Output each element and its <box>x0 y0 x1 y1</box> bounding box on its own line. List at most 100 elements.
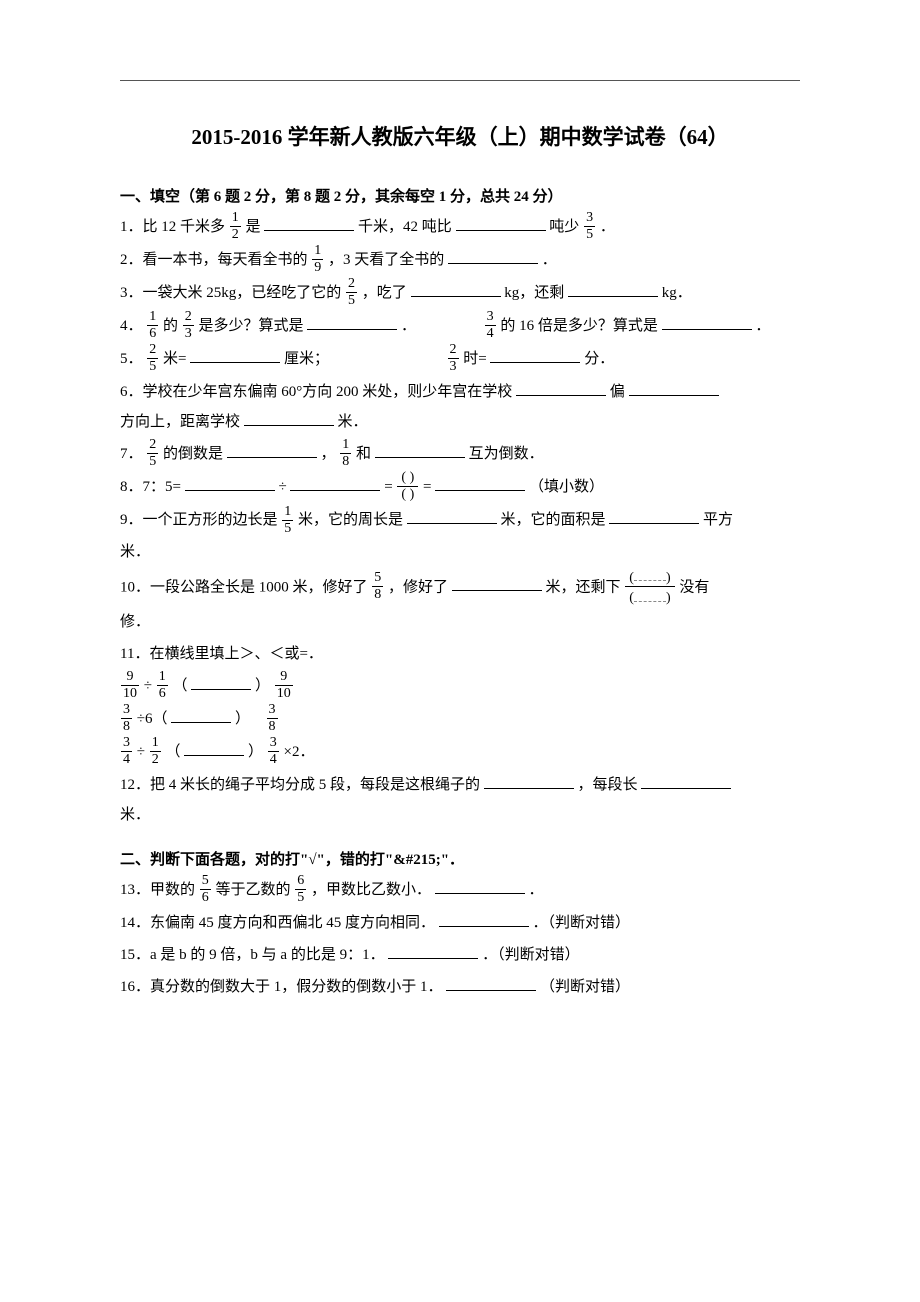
q9-t3: 米，它的面积是 <box>501 512 606 528</box>
frac-1-8: 18 <box>340 438 351 469</box>
frac-2-5: 25 <box>346 277 357 308</box>
blank[interactable] <box>435 879 525 894</box>
q16: 16．真分数的倒数大于 1，假分数的倒数小于 1． （判断对错） <box>120 972 800 1002</box>
blank[interactable] <box>516 381 606 396</box>
blank[interactable] <box>407 509 497 524</box>
q6: 6．学校在少年宫东偏南 60°方向 200 米处，则少年宫在学校 偏 方向上，距… <box>120 377 800 437</box>
blank[interactable] <box>641 774 731 789</box>
blank-dotted[interactable] <box>634 568 666 582</box>
blank[interactable] <box>227 443 317 458</box>
blank[interactable] <box>448 249 538 264</box>
q2-t2: ，3 天看了全书的 <box>328 252 444 268</box>
q5-t5: 分． <box>584 351 614 367</box>
section2-heading: 二、判断下面各题，对的打"√"，错的打"&#215;"． <box>120 848 800 869</box>
q1-t4: 吨少 <box>549 219 579 235</box>
frac-1-5: 15 <box>282 505 293 536</box>
q12: 12．把 4 米长的绳子平均分成 5 段，每段是这根绳子的 ，每段长 米． <box>120 770 800 830</box>
q14-t1: 14．东偏南 45 度方向和西偏北 45 度方向相同． <box>120 915 435 931</box>
q14: 14．东偏南 45 度方向和西偏北 45 度方向相同． ．（判断对错） <box>120 908 800 938</box>
blank[interactable] <box>456 216 546 231</box>
q11-r2b: ） <box>235 711 250 727</box>
frac-3-4: 34 <box>121 736 132 767</box>
frac-2-3: 23 <box>183 310 194 341</box>
q13-t3: ，甲数比乙数小． <box>311 882 431 898</box>
q8-t2: ÷ <box>278 479 286 495</box>
q12-t2: ，每段长 <box>578 777 638 793</box>
blank[interactable] <box>484 774 574 789</box>
q2: 2．看一本书，每天看全书的 19 ，3 天看了全书的 ． <box>120 245 800 276</box>
q8-t1: 8．7：5= <box>120 479 181 495</box>
q1-t3: 千米，42 吨比 <box>358 219 452 235</box>
blank[interactable] <box>452 576 542 591</box>
blank[interactable] <box>185 476 275 491</box>
frac-9-10: 910 <box>121 670 139 701</box>
q11-r1b: （ <box>172 678 187 694</box>
blank[interactable] <box>411 282 501 297</box>
q12-t1: 12．把 4 米长的绳子平均分成 5 段，每段是这根绳子的 <box>120 777 480 793</box>
blank[interactable] <box>662 315 752 330</box>
blank[interactable] <box>388 944 478 959</box>
blank[interactable] <box>244 411 334 426</box>
blank[interactable] <box>446 976 536 991</box>
q10-t5: 修． <box>120 614 150 630</box>
q4-t2: 的 <box>163 318 178 334</box>
q1-t2: 是 <box>246 219 261 235</box>
q1-t5: ． <box>600 219 615 235</box>
q8: 8．7：5= ÷ = ( )( ) = （填小数） <box>120 472 800 503</box>
q11-r3d: ×2． <box>284 744 315 760</box>
blank[interactable] <box>568 282 658 297</box>
q8-t5: （填小数） <box>529 479 604 495</box>
q16-t2: （判断对错） <box>540 979 630 995</box>
blank[interactable] <box>191 674 251 689</box>
q5-t3: 厘米； <box>284 351 329 367</box>
blank[interactable] <box>490 348 580 363</box>
page-title: 2015-2016 学年新人教版六年级（上）期中数学试卷（64） <box>120 121 800 151</box>
frac-2-5: 25 <box>147 343 158 374</box>
blank[interactable] <box>264 216 354 231</box>
frac-3-4: 34 <box>485 310 496 341</box>
q5-t2: 米= <box>163 351 186 367</box>
q11-r3a: ÷ <box>137 744 145 760</box>
frac-3-4: 34 <box>268 736 279 767</box>
q6-t4: 米． <box>338 414 368 430</box>
blank[interactable] <box>609 509 699 524</box>
blank[interactable] <box>375 443 465 458</box>
q11-head: 11．在横线里填上＞、＜或=． <box>120 639 800 669</box>
q4-t6: ． <box>755 318 770 334</box>
q11-row3: 34 ÷ 12 （ ） 34 ×2． <box>120 737 800 768</box>
frac-1-9: 19 <box>312 244 323 275</box>
q3: 3．一袋大米 25kg，已经吃了它的 25 ，吃了 kg，还剩 kg． <box>120 278 800 309</box>
q7-t5: 互为倒数． <box>469 446 544 462</box>
blank[interactable] <box>435 476 525 491</box>
q7-t3: ， <box>321 446 336 462</box>
q9-t1: 9．一个正方形的边长是 <box>120 512 278 528</box>
q8-t4: = <box>423 479 431 495</box>
blank[interactable] <box>190 348 280 363</box>
q9-t5: 米． <box>120 544 150 560</box>
q7-t2: 的倒数是 <box>163 446 223 462</box>
blank[interactable] <box>184 741 244 756</box>
q5-t4: 时= <box>463 351 486 367</box>
q7-t1: 7． <box>120 446 143 462</box>
q10-t3: 米，还剩下 <box>546 579 621 595</box>
q13-t2: 等于乙数的 <box>216 882 291 898</box>
blank[interactable] <box>629 381 719 396</box>
blank-dotted[interactable] <box>634 588 666 602</box>
q4-t5: 的 16 倍是多少？算式是 <box>500 318 658 334</box>
blank[interactable] <box>307 315 397 330</box>
q1-t1: 1．比 12 千米多 <box>120 219 225 235</box>
q10-t1: 10．一段公路全长是 1000 米，修好了 <box>120 579 368 595</box>
q6-t2: 偏 <box>610 384 625 400</box>
q4-t4: ． <box>401 318 416 334</box>
blank[interactable] <box>290 476 380 491</box>
frac-paren-dotted: () () <box>625 568 674 606</box>
blank[interactable] <box>439 912 529 927</box>
frac-1-2: 12 <box>230 211 241 242</box>
q13-t1: 13．甲数的 <box>120 882 195 898</box>
q9: 9．一个正方形的边长是 15 米，它的周长是 米，它的面积是 平方 米． <box>120 505 800 566</box>
q16-t1: 16．真分数的倒数大于 1，假分数的倒数小于 1． <box>120 979 443 995</box>
q14-t2: ．（判断对错） <box>533 915 631 931</box>
q1: 1．比 12 千米多 12 是 千米，42 吨比 吨少 35 ． <box>120 212 800 243</box>
blank[interactable] <box>171 708 231 723</box>
frac-3-8: 38 <box>121 703 132 734</box>
